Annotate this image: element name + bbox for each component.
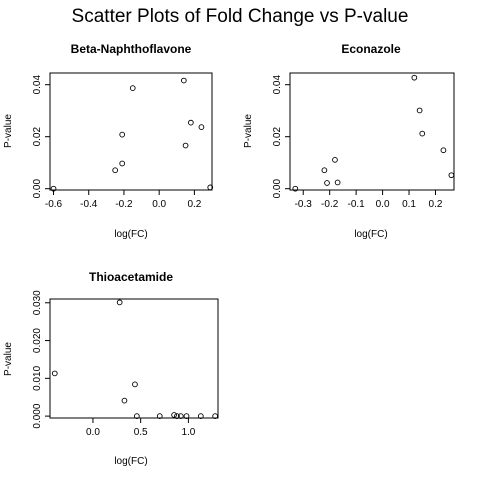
- data-point: [50, 185, 57, 192]
- x-tick-label: 0.0: [152, 199, 166, 210]
- y-tick-label: 0.04: [32, 75, 43, 95]
- data-point: [188, 119, 194, 126]
- plot-frame: [49, 72, 213, 191]
- panel-econazole: Econazole log(FC) P-value -0.3 -0.2 -0.1 0.…: [243, 42, 455, 240]
- x-tick-label: -0.1: [348, 199, 366, 210]
- panel-beta-naphthoflavone: Beta-Naphthoflavone log(FC) P-value -0.6…: [3, 42, 214, 240]
- data-point: [207, 184, 214, 191]
- page-title: Scatter Plots of Fold Change vs P-value: [71, 6, 409, 27]
- y-axis-label: P-value: [243, 114, 254, 148]
- data-point: [129, 85, 136, 91]
- data-point: [132, 381, 138, 388]
- data-point: [440, 147, 447, 154]
- x-axis-label: log(FC): [114, 229, 147, 240]
- panel-thioacetamide: Thioacetamide log(FC) P-value 0.0 0.5 1.0 0…: [3, 270, 219, 467]
- data-point: [197, 413, 204, 419]
- y-tick-label: 0.030: [32, 290, 43, 315]
- y-tick-label: 0.04: [272, 75, 283, 95]
- x-axis-label: log(FC): [114, 456, 147, 467]
- x-tick-label: 0.0: [376, 199, 390, 210]
- x-tick-label: -0.4: [80, 199, 98, 210]
- data-point: [419, 130, 426, 137]
- x-tick-label: 0.5: [134, 427, 148, 438]
- data-point: [416, 107, 423, 114]
- data-point: [411, 74, 418, 81]
- data-point: [134, 413, 140, 419]
- x-axis-label: log(FC): [354, 229, 387, 240]
- data-point: [171, 412, 177, 418]
- x-tick-label: -0.2: [115, 199, 133, 210]
- y-tick-label: 0.020: [32, 328, 43, 353]
- panel-title: Beta-Naphthoflavone: [71, 42, 192, 56]
- x-tick-label: -0.3: [295, 199, 313, 210]
- x-tick-label: -0.6: [45, 199, 63, 210]
- x-tick-label: -0.2: [321, 199, 339, 210]
- x-tick-label: 0.1: [402, 199, 416, 210]
- y-axis-label: P-value: [3, 114, 14, 148]
- y-tick-label: 0.000: [32, 403, 43, 428]
- data-point: [212, 413, 218, 419]
- data-point: [112, 167, 119, 174]
- data-point: [156, 413, 163, 419]
- data-point: [119, 160, 126, 167]
- data-point: [121, 397, 128, 404]
- data-point: [174, 413, 180, 419]
- x-tick-label: 1.0: [181, 427, 195, 438]
- x-tick-label: 0.0: [86, 427, 100, 438]
- data-point: [180, 77, 187, 84]
- data-point: [198, 124, 205, 130]
- data-point: [182, 142, 189, 149]
- data-point: [334, 179, 341, 186]
- data-point: [292, 185, 299, 192]
- data-point: [116, 299, 123, 306]
- data-point: [448, 172, 455, 179]
- y-tick-label: 0.02: [272, 127, 283, 147]
- data-point: [321, 167, 328, 174]
- y-axis-label: P-value: [3, 342, 14, 376]
- y-tick-label: 0.02: [32, 127, 43, 147]
- plot-frame: [49, 298, 219, 419]
- data-point: [332, 156, 338, 163]
- x-tick-label: 0.2: [429, 199, 443, 210]
- y-tick-label: 0.00: [32, 179, 43, 199]
- data-point: [119, 131, 126, 138]
- data-point: [324, 180, 330, 186]
- y-tick-label: 0.00: [272, 179, 283, 199]
- panel-title: Econazole: [341, 42, 401, 56]
- plot-frame: [289, 72, 455, 191]
- data-point: [177, 413, 184, 419]
- data-point: [183, 413, 190, 419]
- panel-title: Thioacetamide: [89, 270, 173, 284]
- y-tick-label: 0.010: [32, 365, 43, 390]
- data-point: [51, 370, 58, 377]
- x-tick-label: 0.2: [187, 199, 201, 210]
